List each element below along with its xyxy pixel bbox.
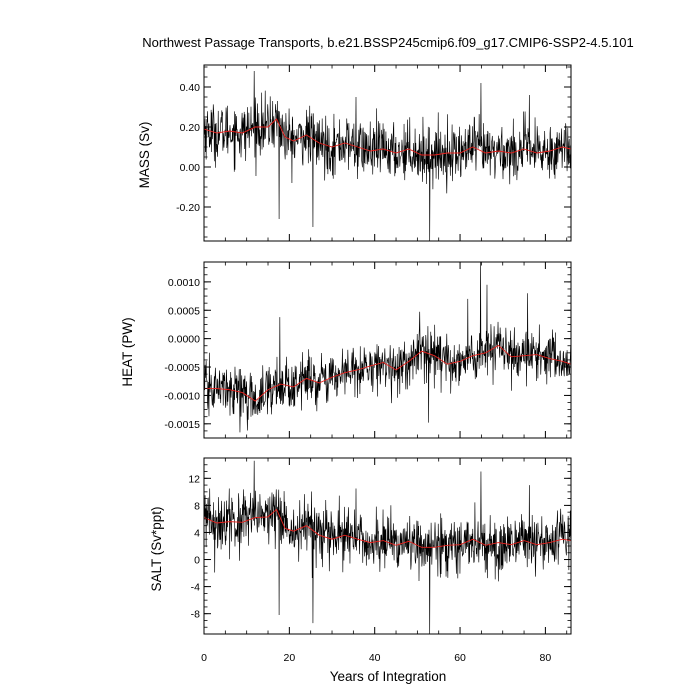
mass-y-tick-label: 0.20 [180,122,201,134]
heat-y-tick-label: -0.0005 [164,362,200,374]
mass-y-tick-label: 0.40 [180,82,201,94]
heat-y-tick-label: 0.0000 [168,334,200,346]
mass-plot-frame [203,64,572,242]
mass-monthly-series-line [204,70,571,241]
heat-smoothed-series-line [204,344,571,402]
mass-y-tick-label: 0.00 [180,162,201,174]
x-tick-label: 80 [540,652,552,664]
x-tick-label: 40 [369,652,381,664]
salt-y-tick-label: -4 [191,582,200,594]
mass-panel: MASS (Sv) -0.20 0.00 0.20 0.40 [137,64,572,242]
heat-monthly-series-line [204,262,571,433]
salt-y-tick-label: 12 [188,473,200,485]
salt-panel: SALT (Sv*ppt) -8 -4 0 4 8 12 [149,457,572,635]
chart-title: Northwest Passage Transports, b.e21.BSSP… [142,35,633,50]
salt-y-tick-label: 8 [194,500,200,512]
x-tick-label: 0 [201,652,207,664]
x-tick-label: 60 [454,652,466,664]
mass-smoothed-series-line [204,118,571,156]
heat-y-axis-label: HEAT (PW) [120,317,135,386]
salt-smoothed-series-line [204,508,571,548]
x-axis: 0 20 40 60 80 [201,652,551,664]
heat-y-tick-label: 0.0005 [168,305,200,317]
salt-monthly-series-line [204,460,571,634]
heat-y-tick-label: 0.0010 [168,277,200,289]
salt-y-tick-label: -8 [191,609,200,621]
heat-y-tick-label: -0.0010 [164,390,200,402]
heat-y-tick-label: -0.0015 [164,419,200,431]
heat-panel: HEAT (PW) -0.0015 -0.0010 -0.0005 0.0000 0.0… [120,261,572,439]
x-axis-label: Years of Integration [330,669,447,684]
mass-y-axis-label: MASS (Sv) [137,122,152,189]
mass-y-tick-label: -0.20 [176,202,200,214]
salt-y-tick-label: 0 [194,555,200,567]
x-tick-label: 20 [284,652,296,664]
salt-y-axis-label: SALT (Sv*ppt) [149,506,164,591]
heat-plot-frame [203,261,572,439]
salt-y-tick-label: 4 [194,527,200,539]
